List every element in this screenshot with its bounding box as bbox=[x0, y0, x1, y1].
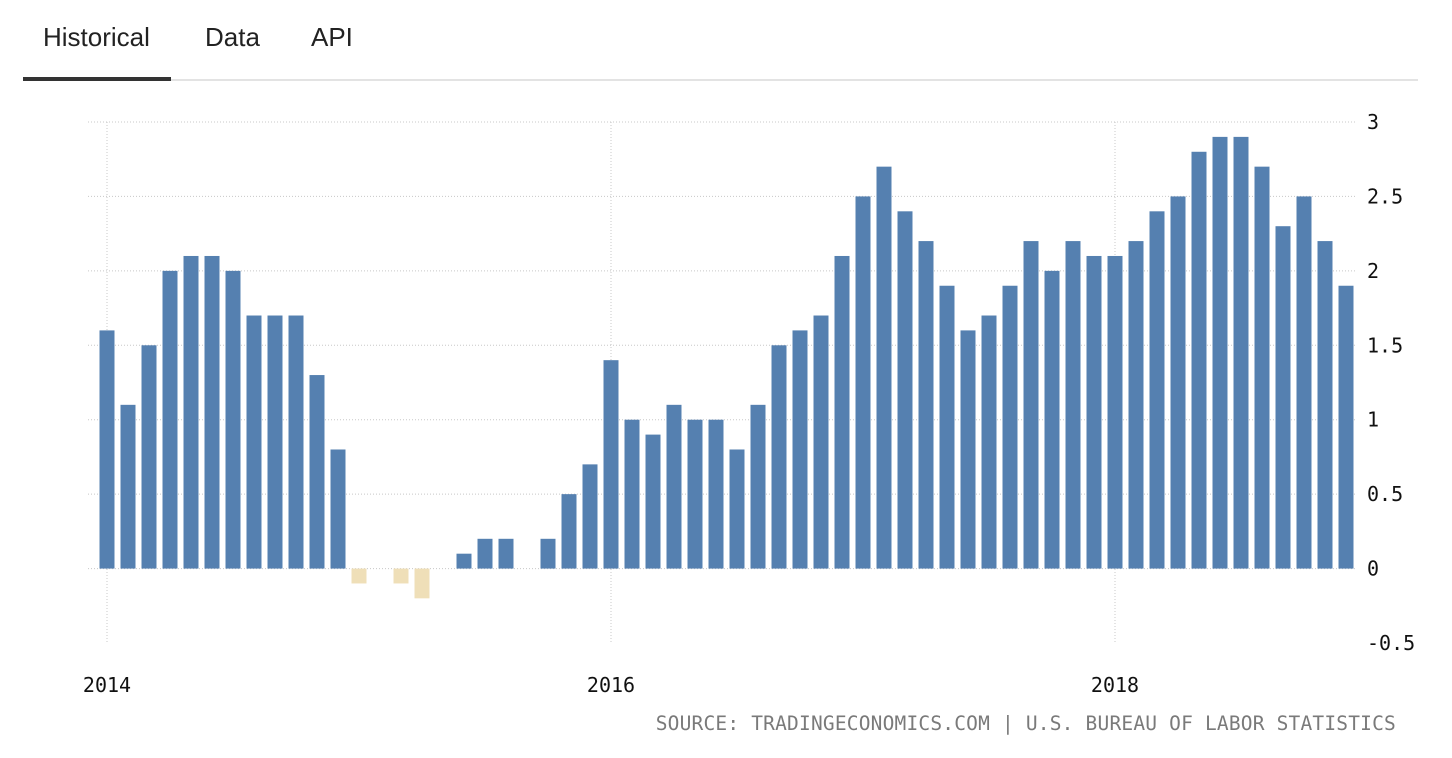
bar bbox=[897, 211, 913, 569]
bar bbox=[351, 568, 367, 584]
y-tick-label: 3 bbox=[1367, 110, 1379, 134]
bar bbox=[1170, 196, 1186, 569]
bar bbox=[792, 330, 808, 569]
bar bbox=[540, 538, 556, 569]
bar bbox=[1338, 285, 1354, 569]
tab-bar: Historical Data API bbox=[23, 0, 1418, 81]
bar bbox=[477, 538, 493, 569]
bar bbox=[687, 419, 703, 569]
bar bbox=[330, 449, 346, 569]
bar bbox=[120, 404, 136, 569]
bar bbox=[582, 464, 598, 569]
bar bbox=[1233, 136, 1249, 569]
bar bbox=[99, 330, 115, 569]
bar bbox=[750, 404, 766, 569]
bar bbox=[708, 419, 724, 569]
bar bbox=[1086, 255, 1102, 569]
y-tick-label: 2.5 bbox=[1367, 184, 1403, 208]
bar bbox=[162, 270, 178, 569]
bar bbox=[1128, 241, 1144, 569]
bar bbox=[981, 315, 997, 569]
bar bbox=[498, 538, 514, 569]
bar bbox=[1317, 241, 1333, 569]
bar bbox=[309, 375, 325, 569]
bar bbox=[414, 568, 430, 599]
y-tick-label: 0.5 bbox=[1367, 482, 1403, 506]
bar bbox=[1149, 211, 1165, 569]
tab-api[interactable]: API bbox=[311, 22, 353, 52]
bar bbox=[855, 196, 871, 569]
bar bbox=[183, 255, 199, 569]
x-tick-label: 2018 bbox=[1091, 673, 1139, 697]
bar bbox=[456, 553, 472, 569]
tab-data[interactable]: Data bbox=[205, 22, 260, 52]
bar bbox=[1044, 270, 1060, 569]
bar bbox=[225, 270, 241, 569]
bar-chart: 3 2.5 2 1.5 1 0.5 0 -0.5 2014 2016 2018 bbox=[83, 110, 1415, 697]
y-tick-label: 1.5 bbox=[1367, 333, 1403, 357]
bar bbox=[603, 360, 619, 569]
chart-area: 3 2.5 2 1.5 1 0.5 0 -0.5 2014 2016 2018 bbox=[0, 81, 1452, 758]
bar bbox=[645, 434, 661, 569]
x-tick-label: 2016 bbox=[587, 673, 635, 697]
bar bbox=[267, 315, 283, 569]
bar bbox=[939, 285, 955, 569]
source-note: SOURCE: TRADINGECONOMICS.COM | U.S. BURE… bbox=[655, 712, 1396, 735]
bar bbox=[246, 315, 262, 569]
x-tick-label: 2014 bbox=[83, 673, 131, 697]
y-tick-label: 2 bbox=[1367, 259, 1379, 283]
bar bbox=[1275, 226, 1291, 569]
bar bbox=[1107, 255, 1123, 569]
bar bbox=[771, 345, 787, 569]
bar bbox=[813, 315, 829, 569]
bar bbox=[666, 404, 682, 569]
bar bbox=[918, 241, 934, 569]
bar bbox=[1254, 166, 1270, 569]
y-tick-label: -0.5 bbox=[1367, 631, 1415, 655]
bar bbox=[624, 419, 640, 569]
bar bbox=[393, 568, 409, 584]
tab-historical[interactable]: Historical bbox=[23, 22, 171, 81]
bar bbox=[1065, 241, 1081, 569]
bar bbox=[1212, 136, 1228, 569]
bar bbox=[729, 449, 745, 569]
bar bbox=[1191, 151, 1207, 569]
bar bbox=[1002, 285, 1018, 569]
bar bbox=[876, 166, 892, 569]
bar bbox=[1023, 241, 1039, 569]
bar bbox=[141, 345, 157, 569]
bar bbox=[204, 255, 220, 569]
bar bbox=[1296, 196, 1312, 569]
bar bbox=[288, 315, 304, 569]
bar bbox=[561, 494, 577, 569]
bar bbox=[960, 330, 976, 569]
bar bbox=[834, 255, 850, 569]
y-tick-label: 0 bbox=[1367, 557, 1379, 581]
y-tick-label: 1 bbox=[1367, 408, 1379, 432]
